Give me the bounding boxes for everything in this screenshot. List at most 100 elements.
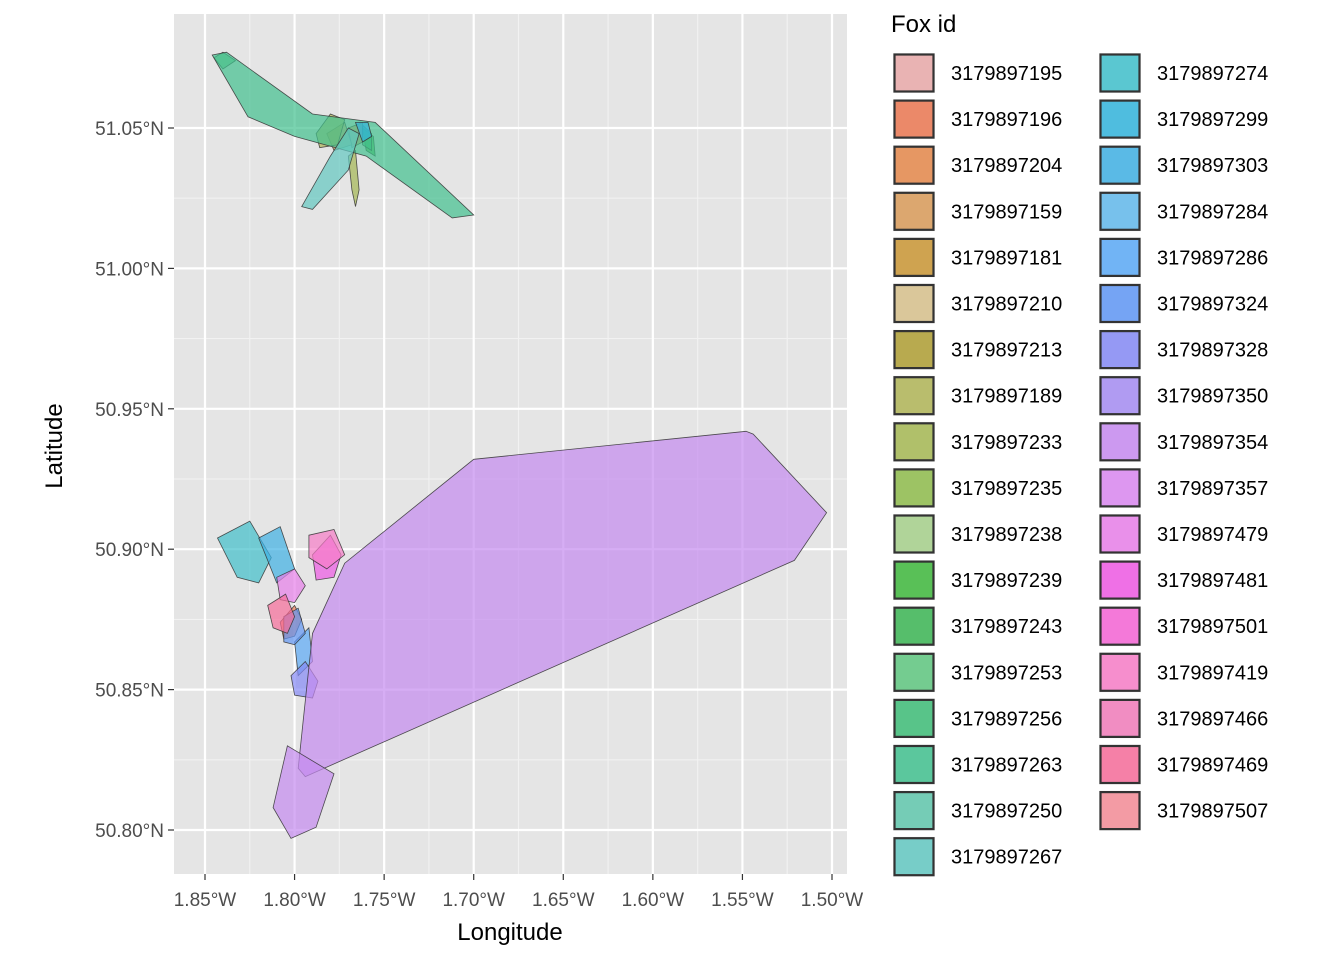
y-tick-label: 50.80°N	[95, 821, 164, 842]
legend-swatch	[1099, 283, 1141, 324]
legend-label: 3179897159	[951, 201, 1062, 223]
legend-swatch	[1099, 330, 1141, 370]
legend-swatch	[893, 606, 935, 646]
legend-swatch	[893, 698, 935, 739]
legend-label: 3179897350	[1157, 386, 1268, 408]
legend-swatch	[1099, 560, 1141, 600]
x-tick-label: 1.55°W	[711, 890, 774, 911]
range-polygon-3179897354	[272, 745, 335, 839]
legend-swatch	[893, 422, 935, 462]
range-polygon-3179897263	[211, 51, 475, 219]
x-tick-label: 1.70°W	[442, 890, 505, 911]
legend-label: 3179897181	[951, 247, 1062, 269]
legend-swatch	[1099, 606, 1141, 646]
legend-label: 3179897501	[1157, 616, 1268, 638]
legend-label: 3179897243	[951, 616, 1062, 638]
legend-label: 3179897357	[1157, 478, 1268, 500]
legend-label: 3179897239	[951, 570, 1062, 592]
legend-label: 3179897419	[1157, 662, 1268, 684]
legend-swatch	[893, 837, 935, 877]
legend-label: 3179897284	[1157, 201, 1268, 223]
legend-label: 3179897354	[1157, 432, 1268, 454]
legend-label: 3179897324	[1157, 294, 1268, 316]
legend-swatch	[1099, 53, 1141, 93]
y-tick-label: 50.85°N	[95, 681, 164, 702]
legend-swatch	[893, 237, 935, 277]
legend-label: 3179897469	[1157, 755, 1268, 777]
legend-label: 3179897189	[951, 386, 1062, 408]
x-axis-title: Longitude	[457, 919, 562, 946]
range-polygon-3179897299	[354, 122, 373, 143]
legend-label: 3179897195	[951, 63, 1062, 85]
legend-label: 3179897235	[951, 478, 1062, 500]
legend-label: 3179897274	[1157, 63, 1268, 85]
range-polygon-3179897274	[216, 520, 272, 584]
legend-swatch	[1099, 237, 1141, 277]
legend-swatch	[1099, 744, 1141, 785]
legend-label: 3179897196	[951, 109, 1062, 131]
legend-swatch	[893, 744, 935, 785]
x-tick-label: 1.65°W	[532, 890, 595, 911]
range-polygon-3179897354	[297, 430, 828, 778]
legend-swatch	[893, 191, 935, 231]
legend-swatch	[1099, 468, 1141, 508]
x-tick-label: 1.60°W	[622, 890, 685, 911]
legend-swatch	[1099, 514, 1141, 554]
legend-label: 3179897233	[951, 432, 1062, 454]
legend-swatch	[893, 652, 935, 692]
legend-label: 3179897299	[1157, 109, 1268, 131]
legend-swatch	[1099, 422, 1141, 462]
legend-swatch	[1099, 99, 1141, 139]
y-tick-label: 51.05°N	[95, 119, 164, 140]
legend-swatch	[893, 560, 935, 600]
y-tick-label: 50.90°N	[95, 540, 164, 561]
legend-swatch	[1099, 191, 1141, 231]
grid-major	[174, 14, 847, 874]
legend-swatch	[893, 99, 935, 139]
legend: Fox id 3179897195 3179897196 3179897204 317…	[891, 11, 1268, 877]
legend-swatch	[893, 145, 935, 185]
y-tick-label: 50.95°N	[95, 400, 164, 421]
x-tick-label: 1.50°W	[801, 890, 864, 911]
x-tick-label: 1.80°W	[263, 890, 326, 911]
legend-swatch	[893, 53, 935, 93]
x-axis: 1.85°W 1.80°W 1.75°W 1.70°W 1.65°W 1.60°W 1.55…	[174, 874, 864, 911]
legend-swatch	[1099, 790, 1141, 831]
legend-swatch	[893, 790, 935, 831]
legend-swatch	[893, 468, 935, 508]
y-tick-label: 51.00°N	[95, 259, 164, 280]
legend-label: 3179897466	[1157, 708, 1268, 730]
legend-label: 3179897204	[951, 155, 1062, 177]
legend-swatch	[1099, 145, 1141, 185]
legend-swatch	[893, 376, 935, 416]
y-axis: 50.80°N 50.85°N 50.90°N 50.95°N 51.00°N 51.05…	[95, 119, 174, 842]
legend-swatch	[893, 514, 935, 554]
range-polygon-3179897267	[301, 127, 360, 210]
legend-label: 3179897481	[1157, 570, 1268, 592]
legend-label: 3179897267	[951, 847, 1062, 869]
range-polygon-3179897419	[308, 529, 346, 570]
y-axis-title: Latitude	[41, 403, 68, 488]
x-tick-label: 1.75°W	[353, 890, 416, 911]
legend-label: 3179897286	[1157, 247, 1268, 269]
legend-label: 3179897253	[951, 662, 1062, 684]
legend-label: 3179897328	[1157, 340, 1268, 362]
legend-label: 3179897479	[1157, 524, 1268, 546]
legend-label: 3179897250	[951, 801, 1062, 823]
legend-swatch	[893, 283, 935, 324]
range-polygons	[211, 51, 828, 839]
legend-swatch	[1099, 376, 1141, 416]
legend-swatch	[1099, 652, 1141, 692]
x-tick-label: 1.85°W	[174, 890, 237, 911]
legend-label: 3179897238	[951, 524, 1062, 546]
legend-label: 3179897263	[951, 755, 1062, 777]
range-polygon-3179897479	[276, 568, 306, 604]
legend-label: 3179897507	[1157, 801, 1268, 823]
legend-label: 3179897213	[951, 340, 1062, 362]
legend-label: 3179897210	[951, 294, 1062, 316]
legend-swatch	[893, 330, 935, 370]
legend-label: 3179897303	[1157, 155, 1268, 177]
legend-label: 3179897256	[951, 708, 1062, 730]
legend-title: Fox id	[891, 11, 956, 38]
